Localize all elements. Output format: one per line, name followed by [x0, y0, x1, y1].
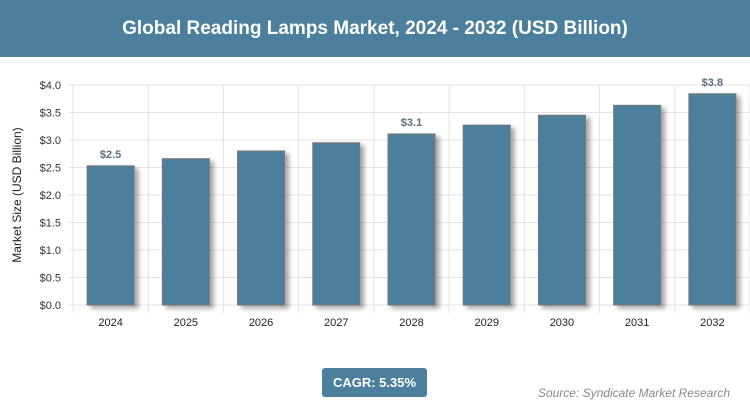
y-tick-label: $1.0: [40, 245, 61, 257]
y-tick-label: $3.0: [40, 135, 61, 147]
bar-2025: [161, 158, 210, 306]
x-tick-label: 2030: [550, 317, 574, 329]
chart-title: Global Reading Lamps Market, 2024 - 2032…: [0, 0, 750, 57]
x-tick-label: 2027: [324, 317, 348, 329]
data-label: $3.1: [401, 117, 422, 129]
y-tick-label: $2.0: [40, 190, 61, 202]
x-tick-label: 2028: [399, 317, 423, 329]
bar-2029: [462, 124, 511, 306]
bar-2026: [237, 150, 286, 306]
y-tick-label: $1.5: [40, 218, 61, 230]
bar-2031: [613, 104, 662, 306]
x-tick-label: 2025: [174, 317, 198, 329]
x-tick-label: 2024: [98, 317, 122, 329]
y-tick-label: $2.5: [40, 163, 61, 175]
data-label: $2.5: [100, 149, 121, 161]
x-tick-label: 2031: [625, 317, 649, 329]
source-note: Source: Syndicate Market Research: [537, 386, 730, 400]
bar-chart: $0.0 $0.5 $1.0 $1.5 $2.0 $2.5 $3.0 $3.5 $4.0 Mark…: [10, 77, 750, 329]
data-label: $3.8: [702, 77, 723, 89]
cagr-badge: CAGR: 5.35%: [322, 368, 427, 397]
x-tick-label: 2026: [249, 317, 273, 329]
bar-2032: [688, 93, 737, 306]
y-tick-label: $0.0: [40, 300, 61, 312]
y-tick-label: $0.5: [40, 273, 61, 285]
x-tick-label: 2032: [700, 317, 724, 329]
bar-2030: [537, 114, 586, 306]
bar-2024: [86, 165, 135, 306]
y-axis-label: Market Size (USD Billion): [10, 127, 24, 262]
y-tick-label: $3.5: [40, 108, 61, 120]
bar-2028: [387, 133, 436, 306]
bar-2027: [312, 142, 361, 306]
y-tick-label: $4.0: [40, 80, 61, 92]
x-tick-label: 2029: [474, 317, 498, 329]
